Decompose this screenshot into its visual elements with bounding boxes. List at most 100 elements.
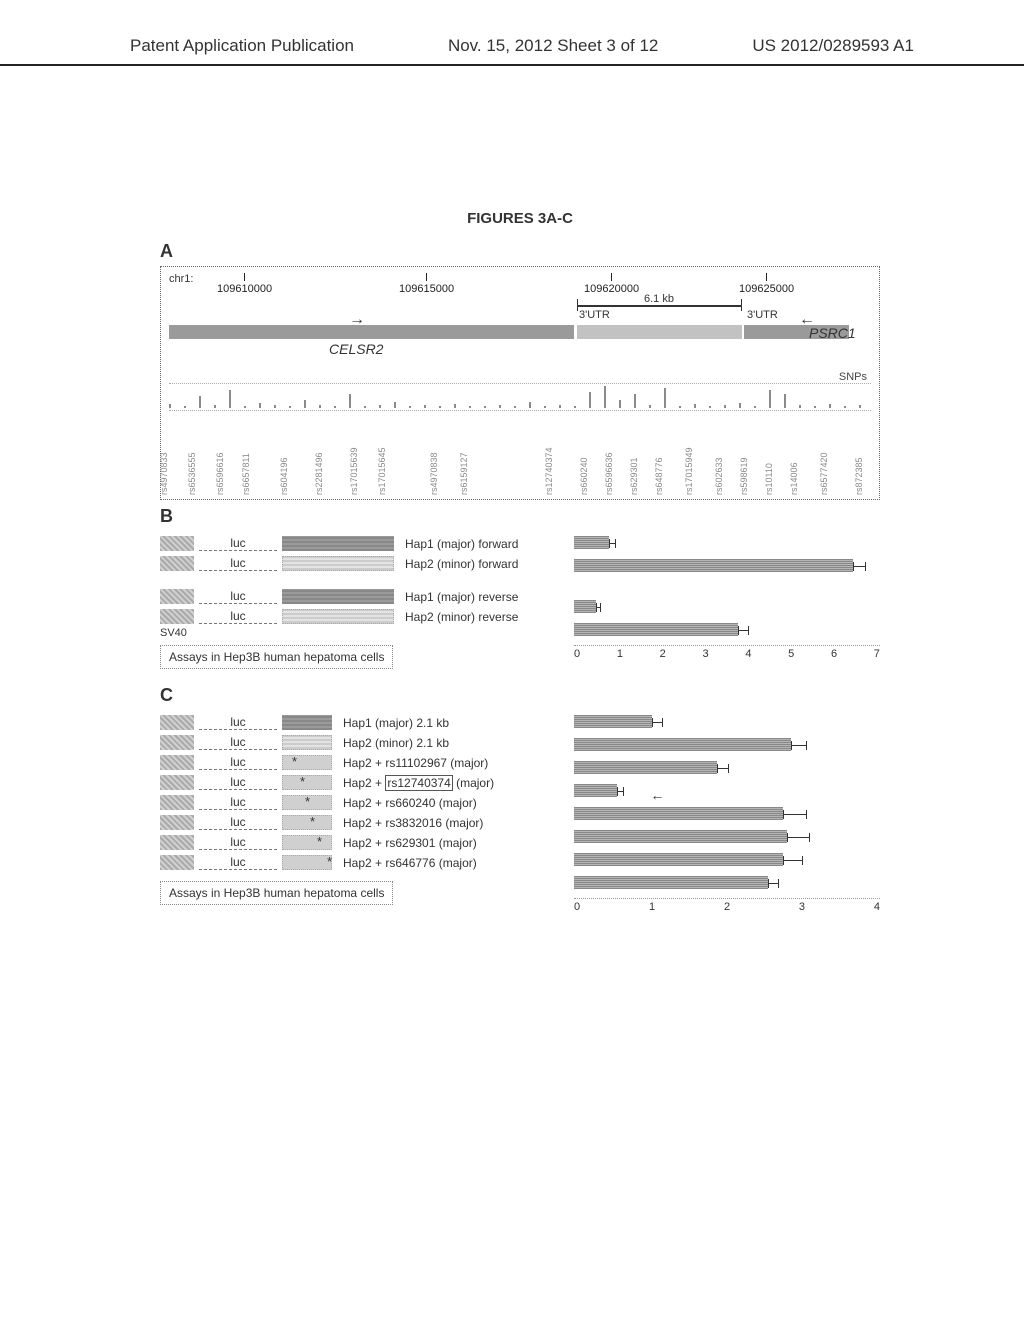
- chart-bar-row: [574, 848, 880, 871]
- gene-right-name: PSRC1: [809, 325, 856, 341]
- chart-tick-label: 1: [617, 648, 623, 660]
- luc-box: luc: [199, 715, 277, 730]
- sv40-box: [160, 795, 194, 810]
- chart-bar: [574, 715, 652, 728]
- snp-label: rs598619: [739, 457, 749, 495]
- construct-row: luc * Hap2 + rs660240 (major): [160, 795, 550, 810]
- highlighted-snp: rs12740374: [385, 775, 452, 791]
- construct-label: Hap1 (major) reverse: [399, 590, 518, 604]
- construct-row: luc * Hap2 + rs3832016 (major): [160, 815, 550, 830]
- chart-bar: [574, 853, 783, 866]
- figure-content: FIGURES 3A-C A chr1: 109610000 109615000…: [160, 210, 880, 915]
- haplotype-fragment-mutant: *: [282, 795, 332, 810]
- snp-label: rs6536555: [187, 452, 197, 495]
- construct-label: Hap2 + rs660240 (major): [337, 796, 477, 810]
- chart-bar: [574, 559, 853, 572]
- construct-label: Hap2 + rs11102967 (major): [337, 756, 488, 770]
- snps-track-label: SNPs: [839, 371, 867, 383]
- arrow-right-icon: [349, 311, 365, 321]
- sv40-box: [160, 556, 194, 571]
- chart-bar: [574, 623, 738, 636]
- sv40-box: [160, 589, 194, 604]
- chart-x-ticks: 01234567: [574, 648, 880, 660]
- snp-label: rs12740374: [544, 447, 554, 495]
- panel-c: luc Hap1 (major) 2.1 kb luc Hap2 (minor)…: [160, 710, 880, 915]
- chart-bar: ←: [574, 784, 617, 797]
- gene-left-name: CELSR2: [329, 341, 383, 357]
- haplotype-fragment-mutant: *: [282, 815, 332, 830]
- snp-label: rs6596616: [215, 452, 225, 495]
- luc-box: luc: [199, 795, 277, 810]
- gene-bar-celsr2: [169, 325, 574, 339]
- panel-c-chart: ← 01234: [570, 710, 880, 915]
- chart-x-axis: [574, 898, 880, 899]
- page-header: Patent Application Publication Nov. 15, …: [0, 36, 1024, 66]
- sv40-box: [160, 735, 194, 750]
- utr-right-label: 3'UTR: [747, 309, 778, 321]
- haplotype-fragment-mutant: *: [282, 775, 332, 790]
- ruler-tick: 109610000: [217, 273, 272, 295]
- panel-c-constructs: luc Hap1 (major) 2.1 kb luc Hap2 (minor)…: [160, 710, 550, 915]
- chart-tick-label: 7: [874, 648, 880, 660]
- haplotype-fragment: [282, 735, 332, 750]
- luc-box: luc: [199, 536, 277, 551]
- span-label: 6.1 kb: [644, 293, 674, 305]
- chart-bar: [574, 536, 609, 549]
- panel-a-frame: chr1: 109610000 109615000 109620000 1096…: [160, 266, 880, 500]
- chart-tick-label: 4: [874, 901, 880, 913]
- panel-b-label: B: [160, 506, 880, 527]
- chart-tick-label: 2: [660, 648, 666, 660]
- chart-tick-label: 5: [788, 648, 794, 660]
- sv40-box: [160, 815, 194, 830]
- construct-label: Hap2 + rs646776 (major): [337, 856, 477, 870]
- chart-bar-row: ←: [574, 779, 880, 802]
- error-bar: [596, 607, 600, 608]
- gene-track: 3'UTR 6.1 kb 3'UTR CELSR2 PSRC1: [169, 295, 871, 343]
- header-left: Patent Application Publication: [130, 36, 354, 56]
- sv40-label: SV40: [160, 627, 550, 639]
- error-bar: [609, 543, 616, 544]
- chart-bar: [574, 600, 596, 613]
- mutation-star-icon: *: [327, 854, 332, 869]
- haplotype-fragment-mutant: *: [282, 755, 332, 770]
- construct-label: Hap1 (major) 2.1 kb: [337, 716, 449, 730]
- snp-label: rs648776: [654, 457, 664, 495]
- mutation-star-icon: *: [300, 774, 305, 789]
- chart-bar-row: [574, 595, 880, 618]
- error-bar: [791, 745, 807, 746]
- luc-box: luc: [199, 855, 277, 870]
- chart-x-ticks: 01234: [574, 901, 880, 913]
- snp-label: rs17015639: [349, 447, 359, 495]
- chart-bar: [574, 876, 768, 889]
- error-bar: [617, 791, 625, 792]
- construct-row: luc * Hap2 + rs629301 (major): [160, 835, 550, 850]
- chart-bar: [574, 761, 717, 774]
- construct-row: luc Hap1 (major) reverse: [160, 589, 550, 604]
- sv40-box: [160, 715, 194, 730]
- construct-row: luc Hap1 (major) 2.1 kb: [160, 715, 550, 730]
- snp-label: rs17015949: [684, 447, 694, 495]
- snp-label: rs4970833: [159, 452, 169, 495]
- snp-label: rs6577420: [819, 452, 829, 495]
- luc-box: luc: [199, 835, 277, 850]
- genome-ruler: chr1: 109610000 109615000 109620000 1096…: [169, 273, 871, 293]
- snp-label: rs10110: [764, 463, 774, 495]
- luc-box: luc: [199, 815, 277, 830]
- chart-tick-label: 2: [724, 901, 730, 913]
- haplotype-fragment-mutant: *: [282, 835, 332, 850]
- sv40-box: [160, 835, 194, 850]
- construct-label: Hap2 + rs629301 (major): [337, 836, 477, 850]
- error-bar: [738, 630, 749, 631]
- luc-box: luc: [199, 775, 277, 790]
- luc-box: luc: [199, 735, 277, 750]
- assay-label-b: Assays in Hep3B human hepatoma cells: [160, 645, 393, 669]
- panel-b: luc Hap1 (major) forward luc Hap2 (minor…: [160, 531, 880, 679]
- chart-tick-label: 0: [574, 901, 580, 913]
- chr-label: chr1:: [169, 273, 193, 285]
- error-bar: [768, 883, 780, 884]
- arrow-left-icon: [799, 311, 815, 321]
- sv40-box: [160, 755, 194, 770]
- mutation-star-icon: *: [310, 814, 315, 829]
- utr-left-label: 3'UTR: [579, 309, 610, 321]
- error-bar: [787, 837, 810, 838]
